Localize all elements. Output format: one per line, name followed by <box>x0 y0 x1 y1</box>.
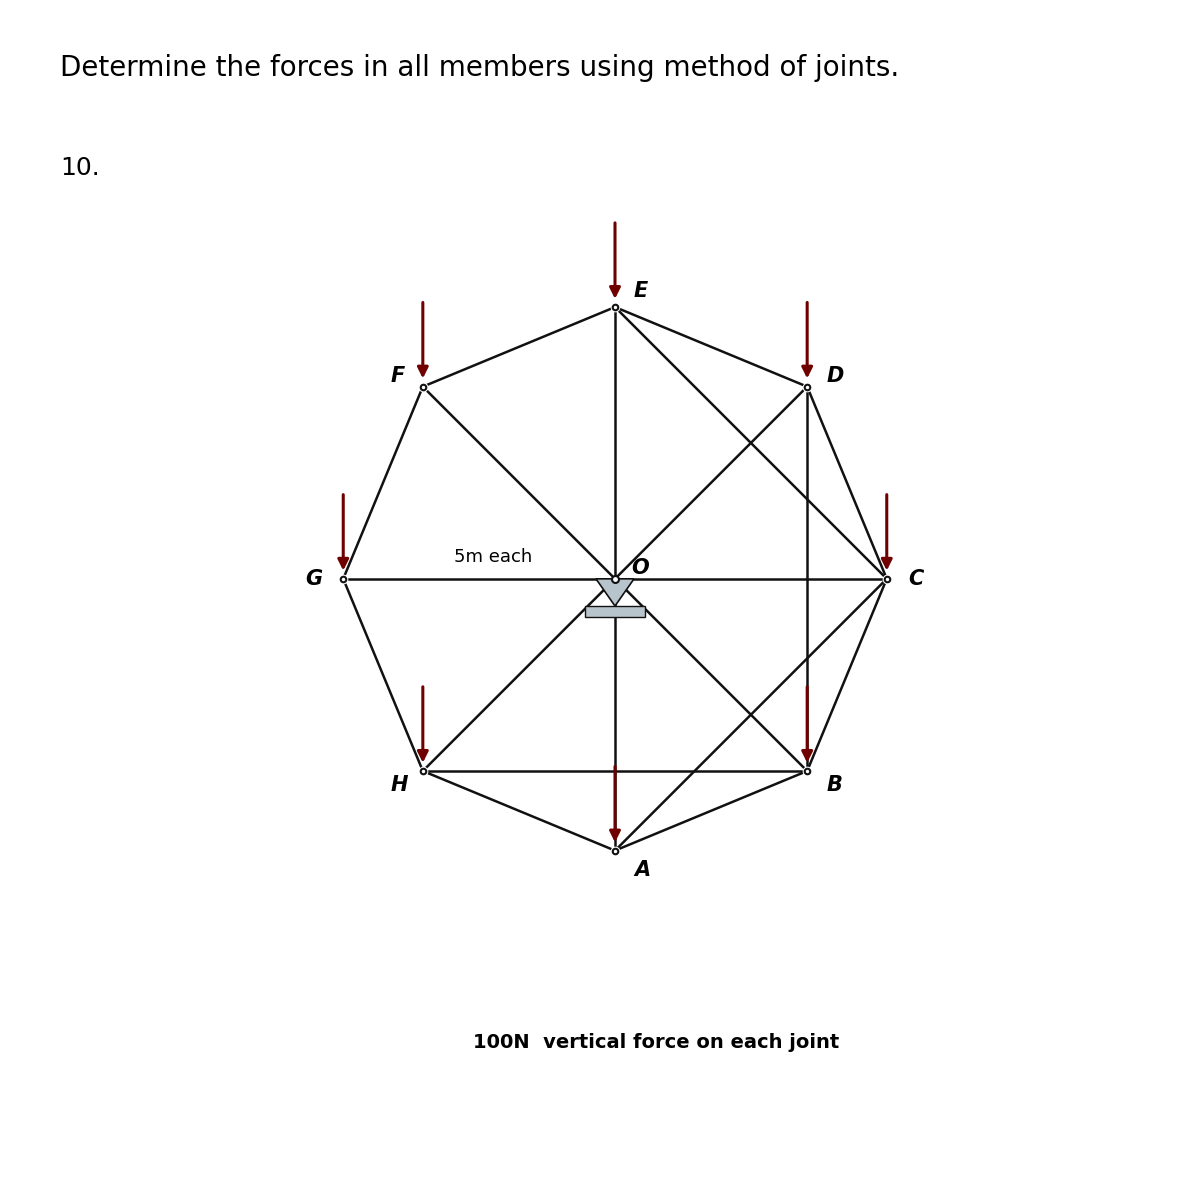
Text: 10.: 10. <box>60 156 100 180</box>
Text: C: C <box>908 569 924 589</box>
Text: A: A <box>634 859 650 880</box>
Polygon shape <box>596 578 634 606</box>
Text: D: D <box>826 366 844 385</box>
Text: E: E <box>634 281 648 301</box>
Text: Determine the forces in all members using method of joints.: Determine the forces in all members usin… <box>60 54 899 82</box>
Text: 5m each: 5m each <box>454 548 532 566</box>
Text: B: B <box>826 774 842 794</box>
Text: H: H <box>390 774 408 794</box>
Text: G: G <box>305 569 323 589</box>
Text: O: O <box>631 558 649 578</box>
Bar <box>586 606 644 617</box>
Text: F: F <box>390 366 404 385</box>
Text: 100N  vertical force on each joint: 100N vertical force on each joint <box>473 1033 839 1051</box>
